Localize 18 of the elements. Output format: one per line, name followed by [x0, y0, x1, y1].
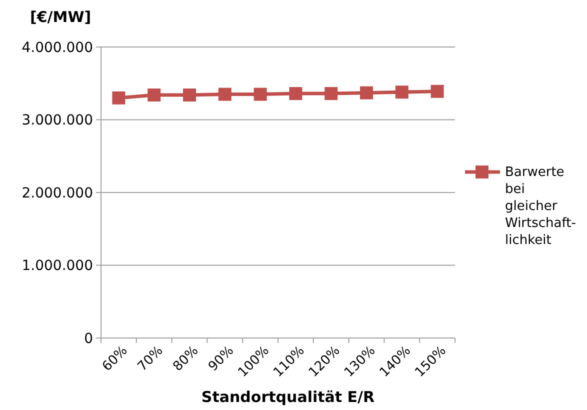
point	[360, 86, 373, 100]
point	[218, 88, 232, 101]
point	[324, 87, 338, 100]
y-tick-label: 1.000.000	[22, 258, 93, 274]
point	[430, 84, 444, 98]
point	[148, 88, 161, 102]
point	[395, 86, 408, 99]
y-tick-label: 2.000.000	[22, 185, 93, 202]
point	[289, 87, 302, 100]
point	[254, 88, 267, 101]
point	[112, 91, 126, 104]
x-axis-title: Standortqualität E/R	[201, 388, 376, 406]
y-tick-label: 4.000.000	[22, 40, 93, 56]
y-tick-label: 3.000.000	[22, 112, 93, 129]
y-axis-title: [€/MW]	[30, 8, 92, 26]
y-tick-label: 0	[84, 330, 93, 347]
point	[183, 88, 196, 102]
legend-label: Barwerte bei gleicher Wirtschaft-lichkeit	[505, 165, 576, 248]
